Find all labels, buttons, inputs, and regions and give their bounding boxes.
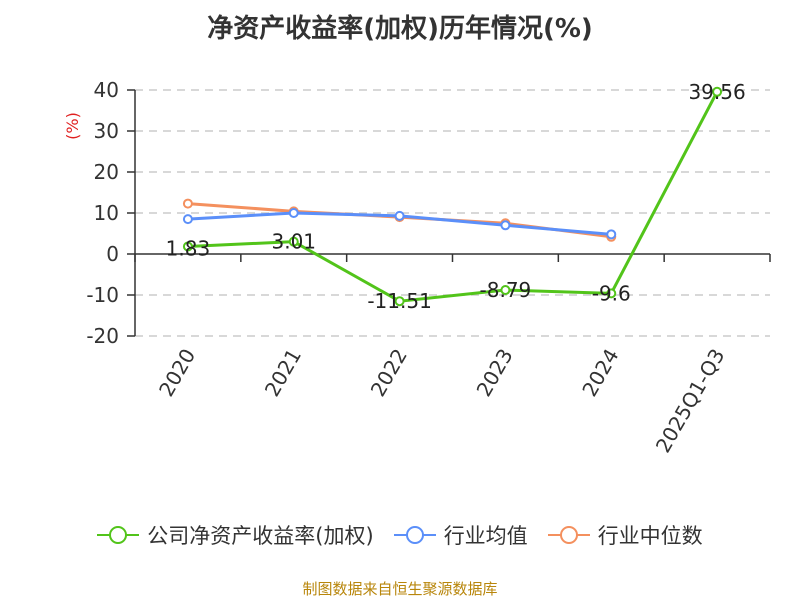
y-tick-label: 20 — [94, 160, 119, 184]
series-point — [394, 210, 405, 221]
y-tick-label: 0 — [106, 242, 119, 266]
x-tick-label: 2021 — [260, 345, 306, 401]
legend-item[interactable]: 公司净资产收益率(加权) — [97, 520, 374, 550]
series-point — [606, 288, 617, 299]
legend-circle — [559, 526, 578, 544]
legend-circle — [109, 526, 128, 544]
y-tick-label: -10 — [86, 283, 119, 307]
y-tick-label: 30 — [94, 119, 119, 143]
legend-label: 行业均值 — [443, 524, 528, 548]
series-group — [182, 86, 723, 307]
y-tick-label: 40 — [94, 78, 119, 102]
series-point — [500, 220, 511, 231]
legend-marker-icon — [547, 526, 590, 544]
data-label: 1.83 — [166, 236, 211, 260]
x-axis: 2020 2021 2022 2023 2024 2025Q1-Q3 — [134, 253, 771, 457]
series-point — [712, 86, 723, 97]
data-labels: 1.83 3.01 -11.51 -8.79 -9.6 39.56 — [166, 80, 746, 313]
chart-title: 净资产收益率(加权)历年情况(%) — [207, 14, 593, 44]
y-axis: 40 30 20 10 0 -10 -20 (%) — [63, 78, 136, 348]
legend-marker-icon — [97, 526, 140, 544]
legend-item[interactable]: 行业中位数 — [547, 520, 703, 550]
legend-circle — [405, 526, 424, 544]
y-tick-label: 10 — [94, 201, 119, 225]
x-tick-label: 2024 — [577, 345, 623, 401]
legend-label: 公司净资产收益率(加权) — [147, 524, 374, 548]
data-label: 39.56 — [688, 80, 745, 104]
x-tick-label: 2025Q1-Q3 — [651, 345, 730, 457]
series-point — [288, 208, 299, 218]
data-label: -8.79 — [480, 278, 532, 302]
series-point — [288, 236, 299, 247]
x-tick-label: 2023 — [472, 345, 518, 401]
legend-marker-icon — [393, 526, 436, 544]
legend: 公司净资产收益率(加权) 行业均值 行业中位数 — [0, 520, 800, 550]
y-axis-label: (%) — [63, 112, 82, 140]
series-line — [187, 91, 719, 303]
source-note: 制图数据来自恒生聚源数据库 — [302, 580, 498, 598]
series-point — [500, 285, 511, 296]
legend-label: 行业中位数 — [597, 524, 703, 548]
legend-item[interactable]: 行业均值 — [393, 520, 528, 550]
grid-lines — [135, 89, 770, 337]
y-tick-label: -20 — [86, 324, 119, 348]
series-point — [182, 198, 193, 209]
series-point — [182, 214, 193, 225]
series-point — [182, 241, 193, 252]
data-label: -11.51 — [367, 289, 431, 313]
data-label: 3.01 — [271, 230, 316, 254]
series-point — [394, 296, 405, 307]
x-tick-label: 2020 — [154, 345, 200, 401]
series-point — [606, 229, 617, 240]
data-label: -9.6 — [592, 281, 631, 305]
x-tick-label: 2022 — [366, 345, 412, 401]
